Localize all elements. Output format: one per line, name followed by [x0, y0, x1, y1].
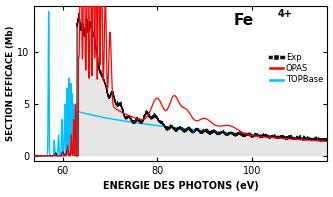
Text: Fe: Fe: [234, 13, 254, 28]
Text: 4+: 4+: [278, 9, 292, 19]
X-axis label: ENERGIE DES PHOTONS (eV): ENERGIE DES PHOTONS (eV): [103, 181, 259, 191]
Legend: Exp, OPAS, TOPBase: Exp, OPAS, TOPBase: [270, 53, 323, 85]
Y-axis label: SECTION EFFICACE (Mb): SECTION EFFICACE (Mb): [6, 26, 15, 141]
